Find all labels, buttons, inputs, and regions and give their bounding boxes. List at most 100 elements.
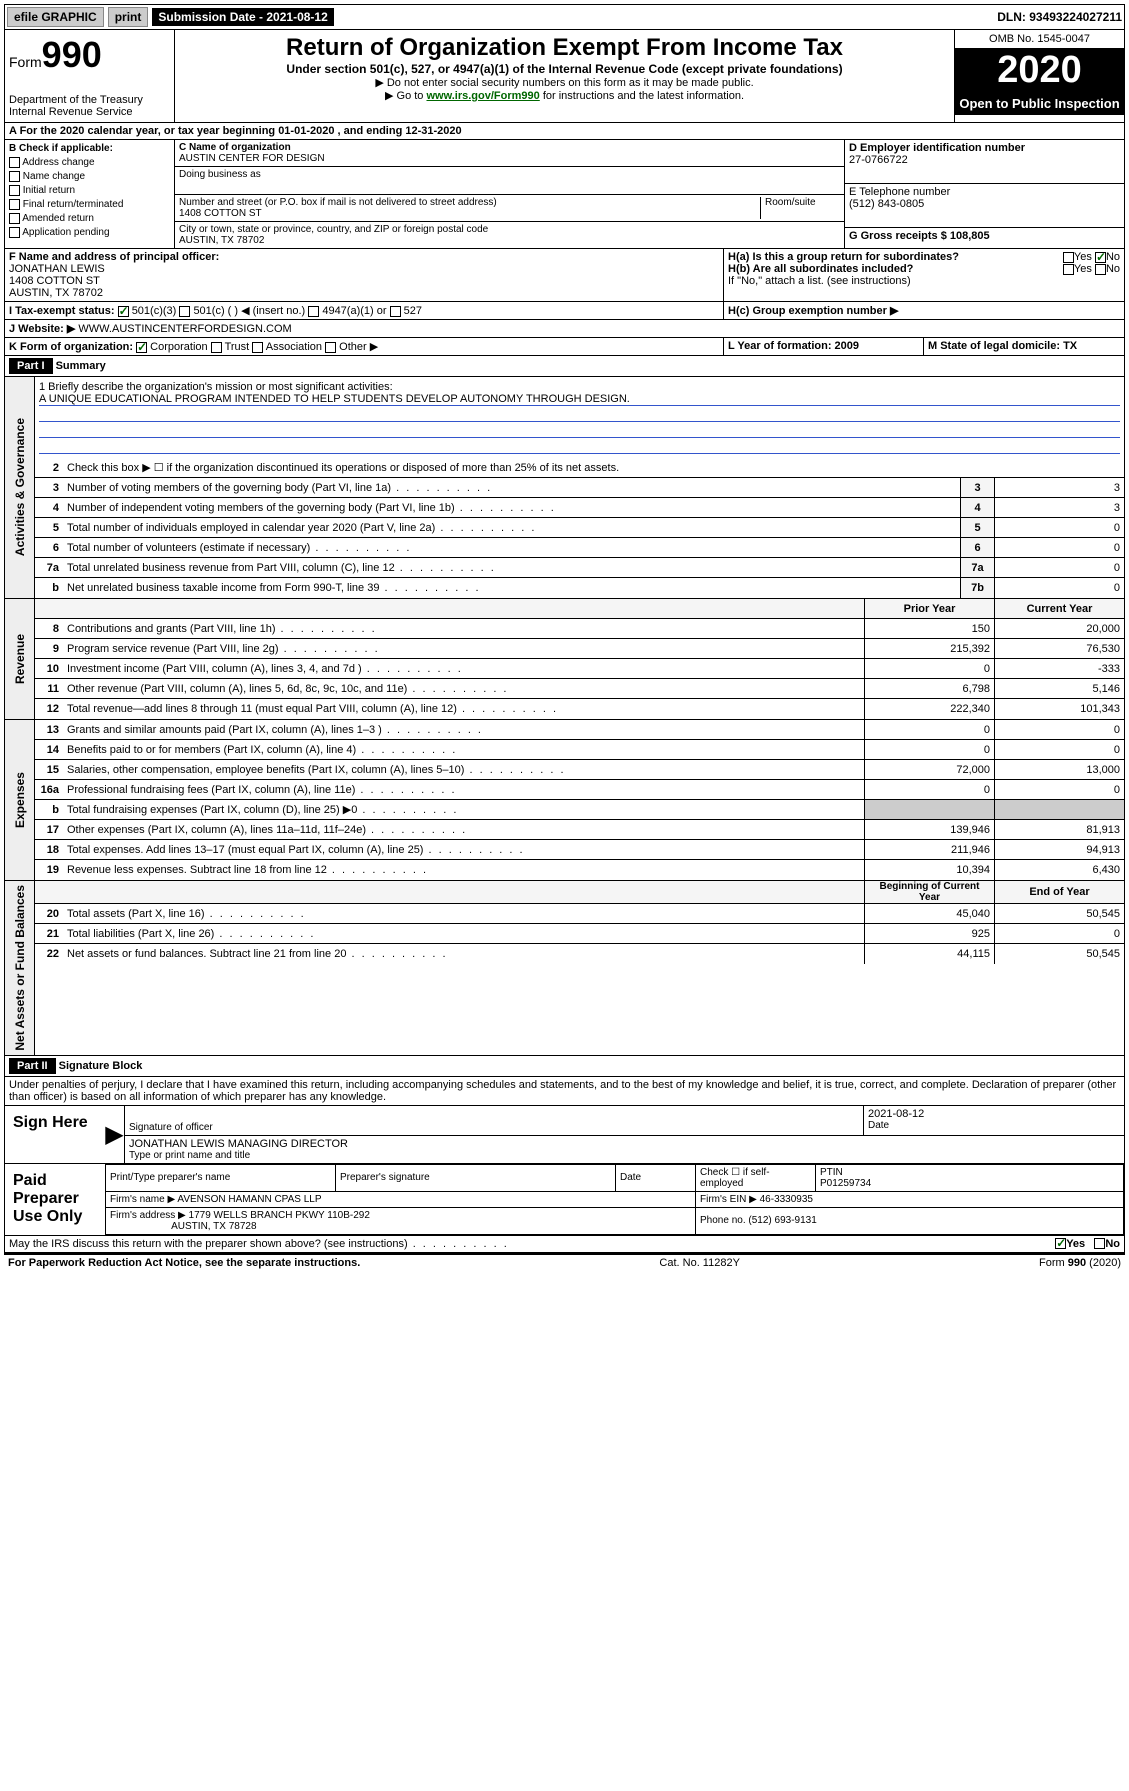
line-label: Total assets (Part X, line 16) [63,908,864,920]
tax-year: 2020 [955,49,1124,92]
print-button[interactable]: print [108,7,149,27]
prior-value: 72,000 [864,760,994,779]
declaration-text: Under penalties of perjury, I declare th… [4,1077,1125,1106]
prior-value: 139,946 [864,820,994,839]
line-value: 3 [994,478,1124,497]
section-c: C Name of organization AUSTIN CENTER FOR… [175,140,844,248]
section-j: J Website: ▶ WWW.AUSTINCENTERFORDESIGN.C… [5,320,1124,337]
prep-name-label: Print/Type preparer's name [106,1164,336,1191]
line1-label: 1 Briefly describe the organization's mi… [39,381,1120,393]
prep-date-label: Date [616,1164,696,1191]
firm-phone: (512) 693-9131 [748,1215,816,1226]
prior-value: 6,798 [864,679,994,698]
paid-preparer-label: Paid Preparer Use Only [5,1164,105,1235]
prior-value: 10,394 [864,860,994,880]
form-title: Return of Organization Exempt From Incom… [179,34,950,62]
prior-value: 925 [864,924,994,943]
line-label: Revenue less expenses. Subtract line 18 … [63,864,864,876]
curr-value: 101,343 [994,699,1124,719]
irs-label: Internal Revenue Service [9,106,170,118]
prior-value: 0 [864,780,994,799]
line2: Check this box ▶ ☐ if the organization d… [63,461,1124,474]
line-label: Number of voting members of the governin… [63,482,960,494]
prep-sig-label: Preparer's signature [336,1164,616,1191]
section-f: F Name and address of principal officer:… [5,249,724,301]
line-label: Professional fundraising fees (Part IX, … [63,784,864,796]
line-value: 0 [994,538,1124,557]
line-value: 0 [994,518,1124,537]
curr-value: 6,430 [994,860,1124,880]
part1-header: Part I Summary [4,356,1125,377]
line-label: Contributions and grants (Part VIII, lin… [63,623,864,635]
curr-value: 0 [994,720,1124,739]
top-bar: efile GRAPHIC print Submission Date - 20… [4,4,1125,30]
prior-value: 0 [864,740,994,759]
curr-value: 50,545 [994,944,1124,964]
section-d-label: D Employer identification number [849,142,1120,154]
org-name: AUSTIN CENTER FOR DESIGN [179,153,840,164]
prior-value: 150 [864,619,994,638]
line-label: Benefits paid to or for members (Part IX… [63,744,864,756]
line-label: Total revenue—add lines 8 through 11 (mu… [63,703,864,715]
curr-value: 0 [994,740,1124,759]
curr-value: 76,530 [994,639,1124,658]
side-expenses: Expenses [11,768,29,832]
prior-value: 215,392 [864,639,994,658]
line-value: 0 [994,558,1124,577]
website-value: WWW.AUSTINCENTERFORDESIGN.COM [78,323,291,335]
efile-button[interactable]: efile GRAPHIC [7,7,104,27]
form-header: Form990 Department of the Treasury Inter… [4,30,1125,123]
part2-header: Part II Signature Block [4,1056,1125,1077]
end-year-header: End of Year [994,881,1124,903]
prior-value: 45,040 [864,904,994,923]
line-label: Total number of individuals employed in … [63,522,960,534]
prior-year-header: Prior Year [864,599,994,618]
line-label: Other expenses (Part IX, column (A), lin… [63,824,864,836]
line-label: Total unrelated business revenue from Pa… [63,562,960,574]
open-public: Open to Public Inspection [955,92,1124,115]
irs-link[interactable]: www.irs.gov/Form990 [426,90,539,102]
line-label: Other revenue (Part VIII, column (A), li… [63,683,864,695]
mission-text: A UNIQUE EDUCATIONAL PROGRAM INTENDED TO… [39,393,1120,406]
curr-value: 20,000 [994,619,1124,638]
curr-value: 81,913 [994,820,1124,839]
line-label: Salaries, other compensation, employee b… [63,764,864,776]
line-label: Net unrelated business taxable income fr… [63,582,960,594]
section-b: B Check if applicable: Address change Na… [5,140,175,248]
section-l: L Year of formation: 2009 [724,338,924,355]
org-address: 1408 COTTON ST [179,208,760,219]
form-note1: ▶ Do not enter social security numbers o… [179,76,950,89]
line-value: 0 [994,578,1124,598]
prior-value [864,800,994,819]
section-e-label: E Telephone number [849,186,1120,198]
line-label: Investment income (Part VIII, column (A)… [63,663,864,675]
firm-addr: 1779 WELLS BRANCH PKWY 110B-292 [189,1210,370,1221]
form-number: 990 [42,34,102,75]
officer-name-label: Type or print name and title [129,1150,1120,1161]
prior-value: 211,946 [864,840,994,859]
current-year-header: Current Year [994,599,1124,618]
omb-number: OMB No. 1545-0047 [955,30,1124,49]
ptin-value: P01259734 [820,1178,871,1189]
prior-value: 44,115 [864,944,994,964]
footer: For Paperwork Reduction Act Notice, see … [4,1253,1125,1271]
firm-name: AVENSON HAMANN CPAS LLP [177,1194,321,1205]
prior-value: 0 [864,720,994,739]
dept-treasury: Department of the Treasury [9,94,170,106]
sig-date-label: Date [868,1120,1120,1131]
firm-ein: 46-3330935 [760,1194,813,1205]
curr-value: 94,913 [994,840,1124,859]
form-subtitle: Under section 501(c), 527, or 4947(a)(1)… [179,62,950,76]
curr-value: 50,545 [994,904,1124,923]
section-hc: H(c) Group exemption number ▶ [724,302,1124,319]
prior-value: 222,340 [864,699,994,719]
line-label: Program service revenue (Part VIII, line… [63,643,864,655]
sig-officer-label: Signature of officer [129,1122,859,1133]
tax-year-line: A For the 2020 calendar year, or tax yea… [4,123,1125,140]
curr-value: 0 [994,924,1124,943]
section-i: I Tax-exempt status: 501(c)(3) 501(c) ( … [5,302,724,319]
curr-value: 0 [994,780,1124,799]
gross-receipts: G Gross receipts $ 108,805 [849,230,1120,242]
prep-check-label: Check ☐ if self-employed [696,1164,816,1191]
sig-date: 2021-08-12 [868,1108,1120,1120]
